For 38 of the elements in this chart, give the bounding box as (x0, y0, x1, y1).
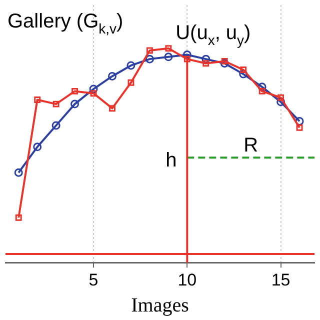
point (70, 100, 80, 108)
x-axis-title: Images (131, 294, 190, 316)
point (184, 56, 190, 62)
point (165, 45, 172, 52)
point (276, 98, 286, 106)
point (221, 58, 228, 64)
point (14, 168, 23, 177)
point (72, 88, 78, 94)
x-tick-label: 15 (271, 270, 290, 290)
series-label: h (166, 150, 177, 172)
point (34, 96, 41, 103)
series-label: R (244, 134, 258, 157)
point (145, 54, 154, 64)
point (182, 50, 192, 60)
point (239, 70, 248, 78)
point (202, 60, 210, 67)
point (90, 90, 97, 97)
x-tick-label: 10 (178, 270, 197, 290)
point (296, 124, 303, 131)
point (164, 52, 173, 62)
point (146, 47, 153, 54)
point (89, 84, 98, 94)
point (108, 72, 116, 80)
x-tick-label: 5 (88, 270, 98, 290)
point (126, 61, 136, 70)
point (33, 142, 42, 152)
point (258, 82, 266, 92)
point (109, 105, 116, 112)
point (128, 79, 134, 86)
point (220, 59, 229, 68)
point (15, 214, 22, 221)
point (52, 121, 60, 130)
point (202, 54, 210, 64)
point (258, 88, 266, 94)
point (295, 116, 304, 126)
point (278, 94, 284, 101)
point (240, 66, 247, 73)
point (52, 100, 60, 108)
